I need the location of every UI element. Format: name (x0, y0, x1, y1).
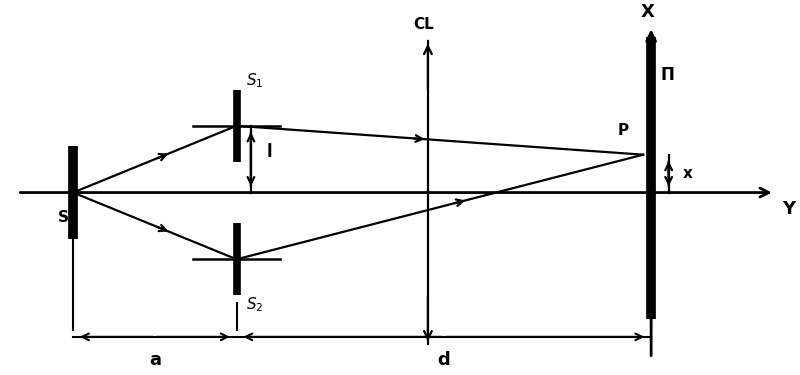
Text: П: П (661, 66, 674, 84)
Text: $S_2$: $S_2$ (246, 296, 263, 314)
Text: S: S (58, 210, 69, 225)
Text: P: P (618, 123, 629, 138)
Text: a: a (149, 351, 161, 369)
Text: d: d (438, 351, 450, 369)
Text: l: l (267, 143, 273, 161)
Text: CL: CL (414, 17, 434, 32)
Text: $S_1$: $S_1$ (246, 71, 263, 90)
Text: Y: Y (782, 200, 796, 218)
Text: X: X (640, 3, 654, 21)
Text: x: x (683, 166, 693, 181)
